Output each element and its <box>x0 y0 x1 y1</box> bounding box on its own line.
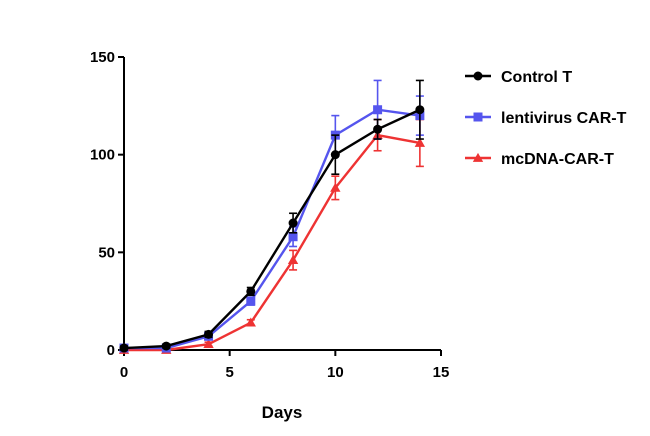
data-point <box>373 124 383 134</box>
series-lentivirus-car-t <box>119 79 425 353</box>
data-point <box>119 343 129 353</box>
series-group <box>118 79 426 354</box>
data-point <box>246 296 256 306</box>
data-point <box>288 232 298 242</box>
data-point <box>414 137 426 147</box>
series-control-t <box>119 79 425 353</box>
legend-marker <box>473 112 483 122</box>
data-point <box>246 286 256 296</box>
y-tick-label: 100 <box>90 147 115 164</box>
x-tick-label: 10 <box>327 364 344 381</box>
data-point <box>203 338 214 349</box>
axes <box>118 56 442 356</box>
x-axis-title: Days <box>262 403 303 422</box>
legend-entry: mcDNA-CAR-T <box>465 151 614 168</box>
legend-marker <box>472 152 484 162</box>
series-line <box>124 108 421 350</box>
y-tick-label: 50 <box>98 244 115 261</box>
data-point <box>330 182 341 192</box>
legend-entry: Control T <box>465 69 572 86</box>
legend: Control T lentivirus CAR-T mcDNA-CAR-T <box>465 69 627 168</box>
data-point <box>287 254 299 265</box>
data-point <box>161 341 171 351</box>
data-point <box>330 150 340 160</box>
data-point <box>245 317 256 327</box>
legend-label: lentivirus CAR-T <box>501 110 627 127</box>
legend-label: Control T <box>501 69 572 86</box>
legend-entry: lentivirus CAR-T <box>465 110 627 127</box>
legend-marker <box>473 71 483 81</box>
legend-label: mcDNA-CAR-T <box>501 151 614 168</box>
y-tick-label: 0 <box>107 342 115 359</box>
series-line <box>123 108 421 350</box>
x-tick-label: 15 <box>433 364 450 381</box>
tick-labels: 0 50 100 150 0 5 10 15 <box>90 49 449 381</box>
x-tick-label: 0 <box>120 364 128 381</box>
series-line <box>124 133 421 352</box>
x-tick-label: 5 <box>225 364 233 381</box>
series-mcdna-car-t <box>118 118 426 354</box>
data-point <box>373 105 383 115</box>
data-point <box>204 329 214 339</box>
y-tick-label: 150 <box>90 49 115 66</box>
data-point <box>288 218 298 228</box>
data-point <box>415 105 425 115</box>
